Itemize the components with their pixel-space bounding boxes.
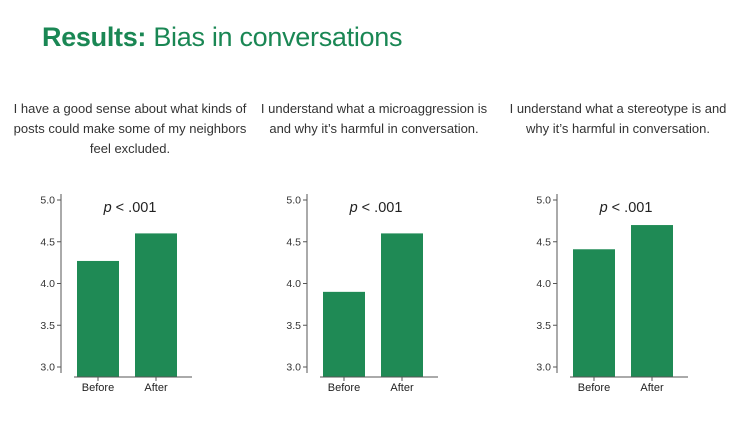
y-tick-label: 4.0 <box>536 278 551 290</box>
y-tick-label: 4.5 <box>40 236 55 248</box>
x-tick-label-before: Before <box>578 382 610 394</box>
y-tick-label: 4.0 <box>40 278 55 290</box>
bar-before <box>573 249 615 377</box>
x-tick-label-after: After <box>390 382 414 394</box>
y-tick-label: 3.5 <box>536 320 551 332</box>
p-value-annotation: p < .001 <box>349 200 403 216</box>
bar-after <box>631 225 673 377</box>
y-tick-label: 5.0 <box>536 195 551 207</box>
chart-2-caption: I understand what a microaggression is a… <box>260 101 488 136</box>
y-tick-label: 4.5 <box>286 236 301 248</box>
chart-3-caption: I understand what a stereotype is and wh… <box>509 101 727 136</box>
y-tick-label: 3.5 <box>40 320 55 332</box>
chart-1-caption: I have a good sense about what kinds of … <box>13 101 247 156</box>
p-value-annotation: p < .001 <box>599 200 653 216</box>
slide-title-rest: Bias in conversations <box>146 22 403 52</box>
x-tick-label-after: After <box>144 382 168 394</box>
slide-title-bold: Results: <box>42 22 147 52</box>
bar-after <box>381 233 423 377</box>
slide-title: Results: Bias in conversations <box>42 20 402 54</box>
x-tick-label-after: After <box>640 382 664 394</box>
y-tick-label: 3.0 <box>40 362 55 374</box>
y-tick-label: 5.0 <box>40 195 55 207</box>
bar-before <box>323 291 365 377</box>
y-tick-label: 4.5 <box>536 236 551 248</box>
y-tick-label: 3.0 <box>286 362 301 374</box>
y-tick-label: 3.0 <box>536 362 551 374</box>
x-tick-label-before: Before <box>328 382 360 394</box>
y-tick-label: 5.0 <box>286 195 301 207</box>
x-tick-label-before: Before <box>82 382 114 394</box>
p-value-annotation: p < .001 <box>103 200 157 216</box>
bar-chart-2: 3.0 3.5 4.0 4.5 5.0 Before After p < .001 <box>268 184 448 396</box>
chart-1-svg: 3.0 3.5 4.0 4.5 5.0 Before After p < .001 <box>40 194 192 394</box>
chart-3-svg: 3.0 3.5 4.0 4.5 5.0 Before After p < .001 <box>536 194 688 394</box>
bar-chart-3: 3.0 3.5 4.0 4.5 5.0 Before After p < .001 <box>518 184 698 396</box>
y-tick-label: 3.5 <box>286 320 301 332</box>
bar-before <box>77 260 119 377</box>
bar-after <box>135 233 177 377</box>
bar-chart-1: 3.0 3.5 4.0 4.5 5.0 Before After p < .001 <box>22 184 202 396</box>
chart-2-svg: 3.0 3.5 4.0 4.5 5.0 Before After p < .001 <box>286 194 438 394</box>
y-tick-label: 4.0 <box>286 278 301 290</box>
